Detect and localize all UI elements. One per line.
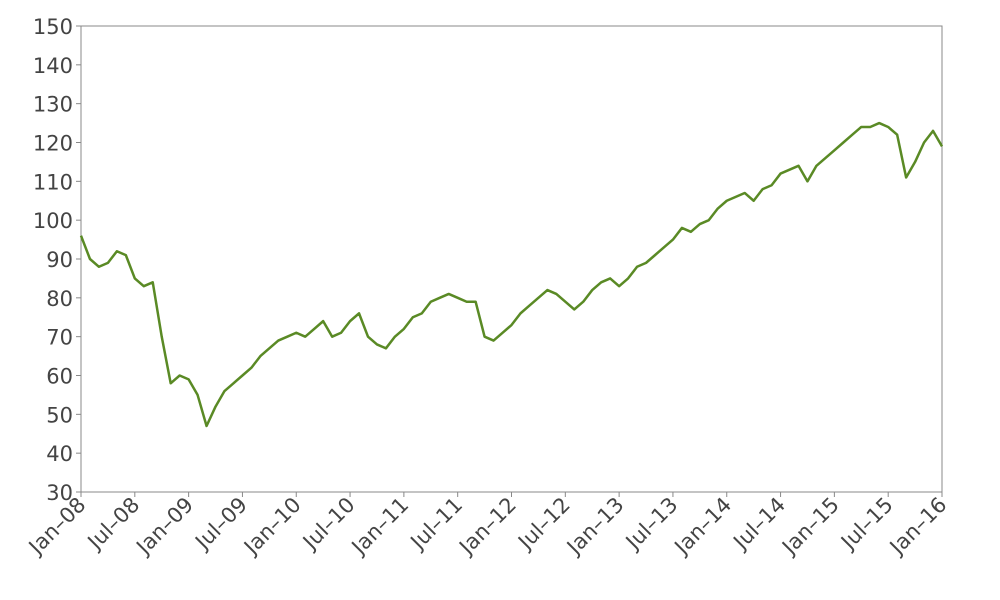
x-tick-label: Jan–15 xyxy=(776,493,844,561)
data-line xyxy=(79,121,944,428)
y-tick-label: 70 xyxy=(46,326,73,350)
y-tick-label: 40 xyxy=(46,442,73,466)
plot-frame xyxy=(80,25,943,493)
x-tick-label: Jan–10 xyxy=(238,493,306,561)
y-tick-label: 100 xyxy=(33,209,73,233)
x-tick-label: Jan–16 xyxy=(884,493,952,561)
y-tick-label: 30 xyxy=(46,481,73,505)
x-tick-label: Jan–13 xyxy=(561,493,629,561)
y-tick-label: 150 xyxy=(33,15,73,39)
x-tick-label: Jan–14 xyxy=(669,493,737,561)
y-tick-label: 50 xyxy=(46,403,73,427)
y-tick-label: 140 xyxy=(33,54,73,78)
y-tick-label: 80 xyxy=(46,287,73,311)
x-tick-label: Jan–09 xyxy=(131,493,199,561)
y-tick-label: 60 xyxy=(46,365,73,389)
y-tick-label: 110 xyxy=(33,170,73,194)
y-tick-label: 120 xyxy=(33,132,73,156)
y-tick-label: 90 xyxy=(46,248,73,272)
x-tick-label: Jan–12 xyxy=(453,493,521,561)
x-tick-label: Jan–11 xyxy=(346,493,414,561)
y-tick-label: 130 xyxy=(33,93,73,117)
